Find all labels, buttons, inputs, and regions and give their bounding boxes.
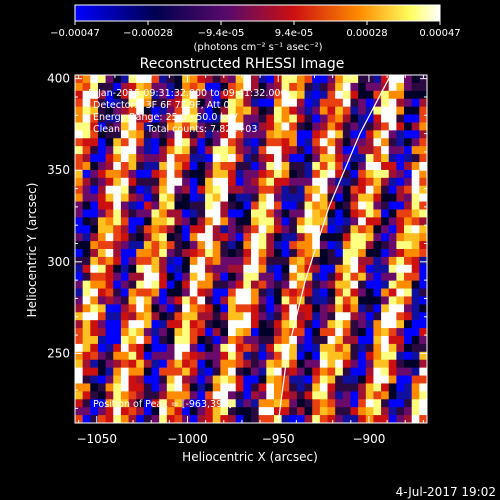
y-tick-label: 250: [47, 346, 70, 360]
y-axis-label: Heliocentric Y (arcsec): [25, 183, 39, 318]
colorbar-tick-label: −9.4e-05: [198, 28, 245, 39]
x-axis-label: Heliocentric X (arcsec): [182, 450, 318, 464]
x-tick-label: −950: [262, 432, 295, 446]
total-counts-text: Total counts: 7.82E+03: [146, 124, 257, 135]
solar-limb-curve: [277, 75, 392, 423]
footer-date: 4-Jul-2017 19:02: [396, 485, 496, 499]
time-range-text: 5-Jan-2015 09:31:32.000 to 09:41:32.000: [88, 88, 286, 99]
colorbar-tick-label: 9.4e-05: [275, 28, 313, 39]
y-tick-label: 400: [47, 72, 70, 86]
x-tick-label: −1050: [76, 432, 117, 446]
plot-frame: [74, 74, 428, 424]
algorithm-text: Clean: [93, 124, 120, 135]
y-axis-ticks: 250 300 350 400: [47, 72, 427, 409]
colorbar-gradient: [75, 5, 440, 21]
colorbar: −0.00047 −0.00028 −9.4e-05 9.4e-05 0.00028 0.…: [50, 4, 461, 53]
colorbar-tick-label: −0.00028: [123, 28, 173, 39]
y-tick-label: 300: [47, 255, 70, 269]
colorbar-tick-label: 0.00028: [346, 28, 387, 39]
y-tick-label: 350: [47, 163, 70, 177]
x-tick-label: −900: [352, 432, 385, 446]
annotation-block: 5-Jan-2015 09:31:32.000 to 09:41:32.000 …: [88, 88, 286, 410]
detectors-text: Detectors: 3F 6F 7F 9F, Att 0: [93, 100, 230, 111]
plot-title: Reconstructed RHESSI Image: [140, 56, 345, 72]
x-tick-label: −1000: [167, 432, 208, 446]
colorbar-tick-label: 0.00047: [419, 28, 460, 39]
energy-range-text: Energy Range: 25.0 - 50.0 keV: [93, 112, 238, 123]
x-axis-ticks: −1050 −1000 −950 −900: [76, 75, 424, 446]
image-pixels: [75, 75, 427, 423]
colorbar-units-label: (photons cm⁻² s⁻¹ asec⁻²): [193, 42, 322, 53]
peak-position-text: Position of Peak = [-963,393]: [93, 399, 232, 410]
colorbar-tick-label: −0.00047: [50, 28, 100, 39]
